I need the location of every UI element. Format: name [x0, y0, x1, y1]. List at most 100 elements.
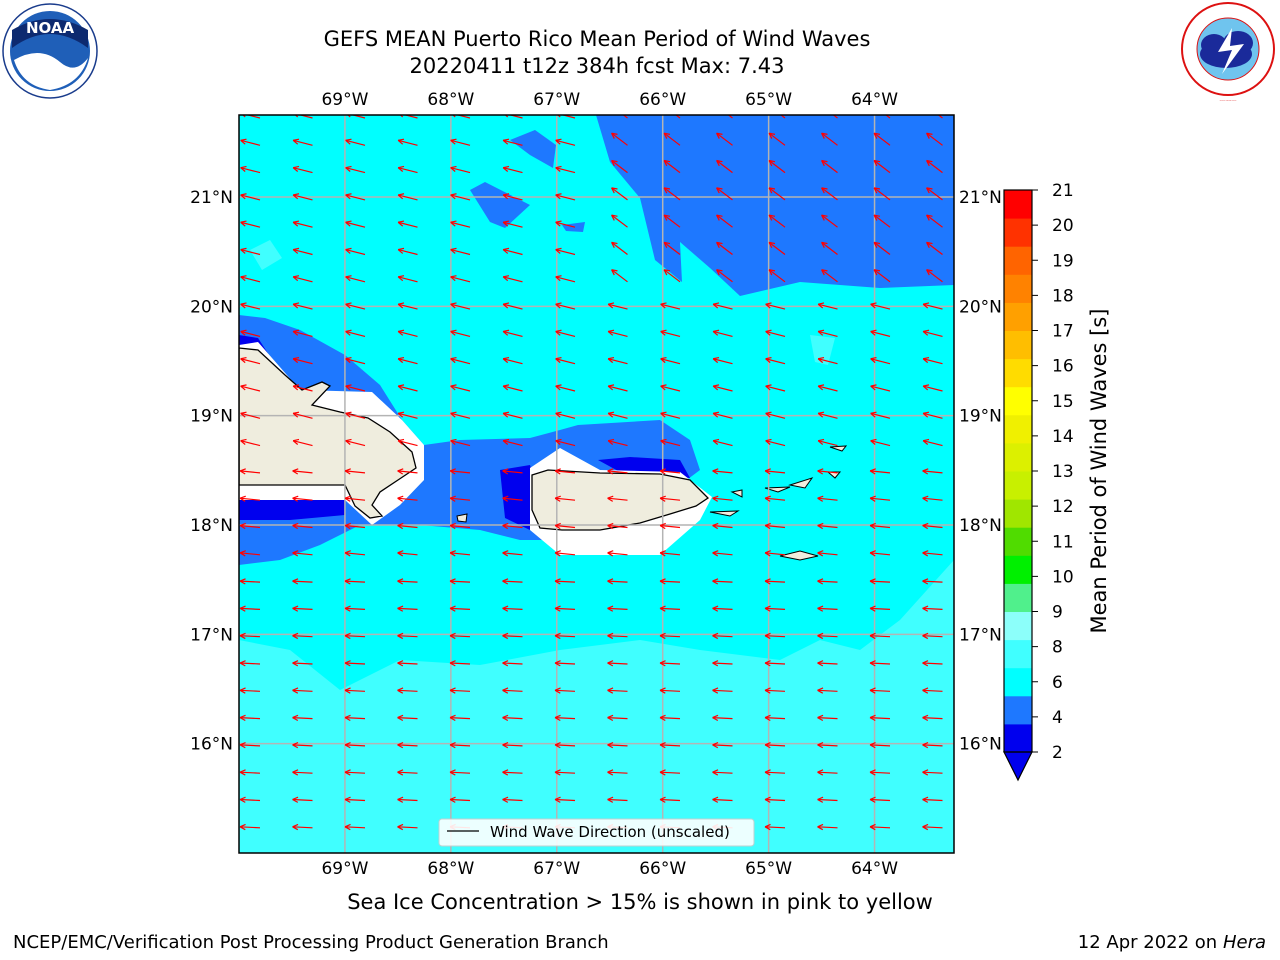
- colorbar-segment: [1004, 611, 1032, 641]
- arrow-head: [239, 522, 246, 530]
- wave-direction-arrow: [869, 717, 891, 720]
- arrow-head: [922, 356, 930, 364]
- wave-direction-arrow: [817, 330, 838, 337]
- arrow-head: [817, 796, 824, 803]
- wave-direction-arrow: [502, 276, 523, 283]
- wave-direction-arrow: [344, 798, 366, 802]
- arrow-head: [768, 132, 776, 139]
- arrow-head: [607, 578, 614, 585]
- wave-direction-arrow: [240, 248, 261, 256]
- colorbar-segment: [1004, 414, 1032, 444]
- arrow-head: [292, 495, 299, 502]
- arrow-head: [240, 193, 247, 200]
- arrow-head: [869, 578, 876, 585]
- wave-direction-arrow: [502, 744, 523, 747]
- wave-direction-arrow: [607, 358, 628, 365]
- wave-direction-arrow: [660, 303, 681, 310]
- arrow-head: [922, 495, 929, 502]
- arrow-head: [240, 275, 247, 282]
- wave-direction-arrow: [765, 303, 786, 310]
- wave-direction-arrow: [712, 635, 733, 638]
- wave-direction-arrow: [817, 552, 838, 556]
- wave-direction-arrow: [292, 167, 313, 174]
- wave-direction-arrow: [502, 139, 523, 146]
- arrow-head: [292, 411, 300, 418]
- wave-direction-arrow: [926, 214, 943, 228]
- arrow-head: [607, 714, 614, 722]
- arrow-head: [768, 187, 776, 194]
- arrow-head: [821, 159, 828, 167]
- arrow-head: [764, 605, 771, 612]
- wave-direction-arrow: [292, 744, 313, 747]
- arrow-head: [397, 522, 404, 530]
- arrow-head: [768, 214, 776, 221]
- arrow-head: [502, 438, 510, 445]
- arrow-head: [712, 438, 720, 445]
- wave-direction-arrow: [765, 440, 786, 447]
- wave-direction-arrow: [344, 771, 366, 774]
- lat-label: 17°N: [959, 625, 1002, 645]
- arrow-head: [345, 247, 352, 254]
- wave-direction-arrow: [344, 744, 366, 747]
- arrow-head: [504, 115, 509, 118]
- wave-direction-arrow: [922, 689, 943, 692]
- arrow-head: [450, 411, 457, 418]
- wave-direction-arrow: [554, 798, 576, 802]
- wave-direction-arrow: [768, 269, 786, 283]
- arrow-head: [869, 522, 876, 530]
- arrow-head: [663, 269, 671, 276]
- arrow-head: [765, 438, 772, 445]
- arrow-head: [869, 796, 876, 803]
- wave-direction-arrow: [292, 385, 313, 392]
- wave-direction-arrow: [292, 497, 313, 501]
- wave-direction-arrow: [345, 412, 366, 419]
- wave-direction-arrow: [292, 717, 313, 720]
- arrow-head: [717, 106, 723, 111]
- wave-direction-arrow: [765, 552, 786, 556]
- wave-direction-arrow: [555, 248, 576, 256]
- wave-direction-arrow: [712, 358, 733, 365]
- colorbar-tick-label: 17: [1052, 322, 1074, 342]
- wave-direction-arrow: [344, 635, 366, 638]
- arrow-head: [926, 187, 933, 194]
- wave-direction-arrow: [502, 330, 523, 337]
- wave-direction-arrow: [817, 798, 838, 802]
- arrow-head: [926, 241, 933, 249]
- wave-direction-arrow: [239, 826, 261, 829]
- arrow-head: [712, 605, 719, 612]
- wave-direction-arrow: [397, 412, 418, 419]
- arrow-head: [716, 187, 723, 194]
- wave-direction-arrow: [611, 187, 628, 201]
- wave-direction-arrow: [607, 580, 628, 583]
- wave-direction-arrow: [660, 440, 681, 447]
- arrow-head: [663, 159, 671, 167]
- arrow-head: [712, 632, 719, 640]
- wave-direction-arrow: [292, 330, 313, 337]
- arrow-head: [292, 193, 300, 200]
- wave-direction-arrow: [502, 412, 523, 419]
- wave-direction-arrow: [502, 635, 523, 638]
- wave-direction-arrow: [345, 470, 366, 474]
- period-contour-2-4-north: [470, 182, 530, 228]
- wave-direction-arrow: [502, 385, 523, 392]
- wave-direction-arrow: [869, 580, 891, 583]
- arrow-head: [555, 329, 562, 336]
- arrow-head: [502, 329, 510, 336]
- arrow-head: [397, 302, 405, 309]
- arrow-head: [449, 605, 456, 612]
- wave-direction-arrow: [922, 440, 943, 447]
- arrow-head: [397, 823, 404, 831]
- wave-direction-arrow: [554, 635, 576, 638]
- wave-direction-arrow: [450, 412, 471, 419]
- arrow-head: [240, 329, 247, 336]
- arrow-head: [240, 411, 247, 418]
- wave-direction-arrow: [292, 440, 313, 447]
- arrow-head: [239, 714, 246, 722]
- wave-direction-arrow: [764, 744, 786, 747]
- arrow-head: [663, 241, 671, 249]
- arrow-head: [607, 356, 615, 364]
- arrow-head: [817, 769, 824, 776]
- wave-direction-arrow: [922, 330, 943, 337]
- arrow-head: [870, 356, 877, 364]
- wave-direction-arrow: [663, 160, 681, 174]
